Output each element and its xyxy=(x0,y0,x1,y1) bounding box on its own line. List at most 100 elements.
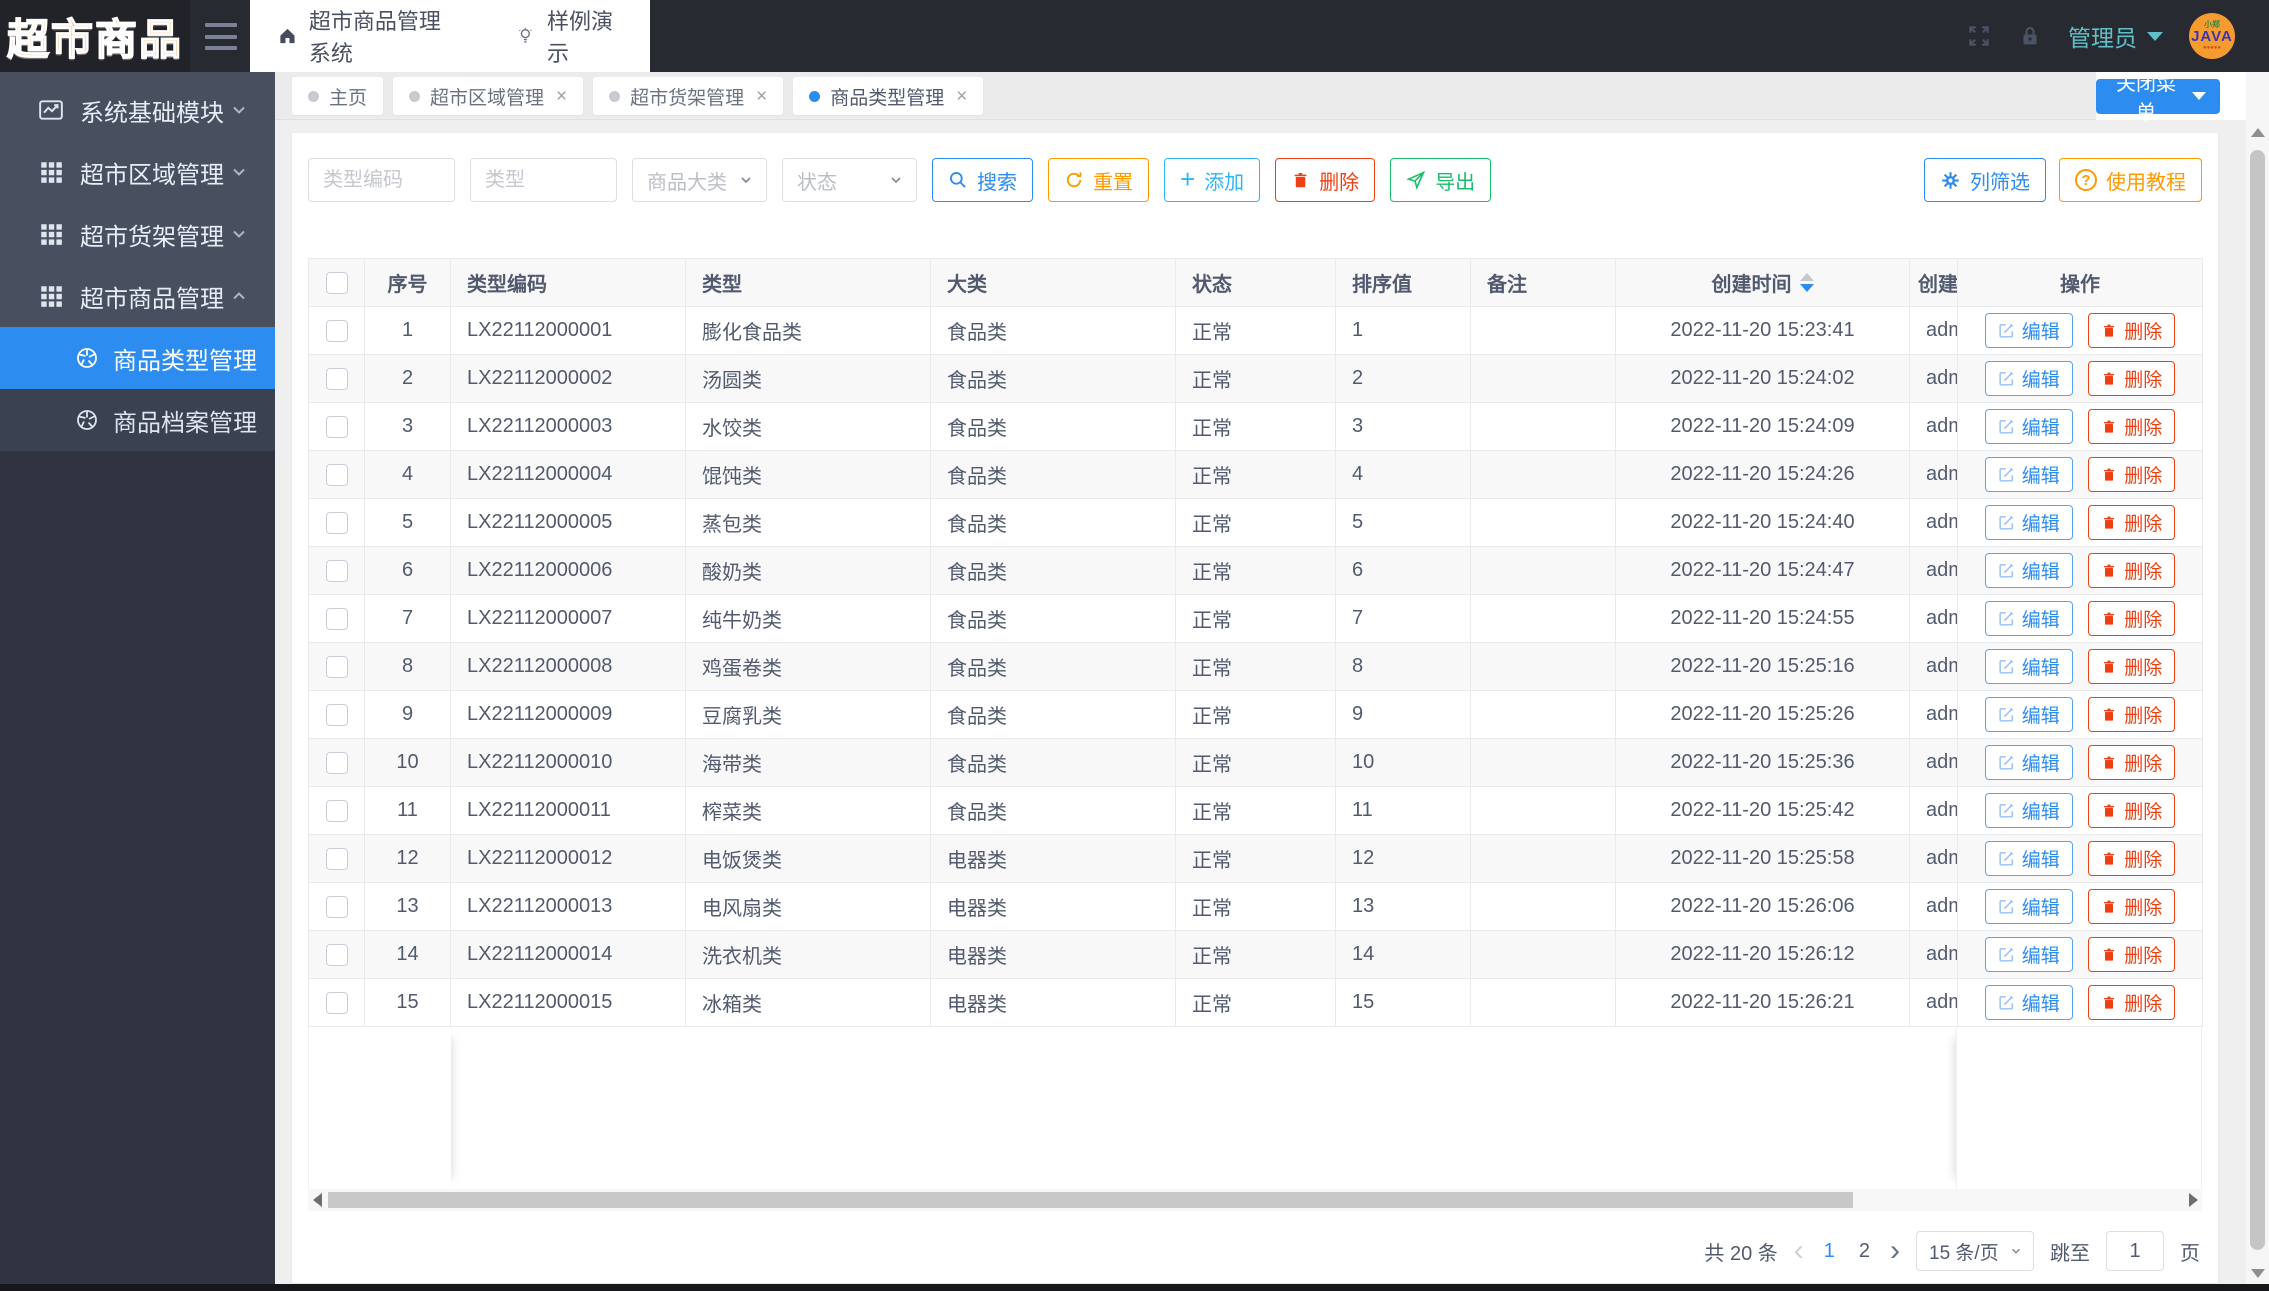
edit-button[interactable]: 编辑 xyxy=(1984,792,2073,828)
row-checkbox[interactable] xyxy=(325,703,348,726)
edit-button[interactable]: 编辑 xyxy=(1984,648,2073,684)
cell-category: 电器类 xyxy=(930,834,1176,883)
column-filter-button[interactable]: 列筛选 xyxy=(1924,158,2046,202)
edit-button[interactable]: 编辑 xyxy=(1984,840,2073,876)
edit-button[interactable]: 编辑 xyxy=(1984,984,2073,1020)
fullscreen-icon[interactable] xyxy=(1966,23,1992,49)
edit-button[interactable]: 编辑 xyxy=(1984,456,2073,492)
lock-icon[interactable] xyxy=(2018,24,2042,48)
delete-row-button[interactable]: 删除 xyxy=(2088,409,2176,445)
type-code-input[interactable] xyxy=(308,158,455,202)
vertical-scrollbar-thumb[interactable] xyxy=(2250,150,2265,1250)
row-checkbox[interactable] xyxy=(325,943,348,966)
tab[interactable]: 主页 × xyxy=(292,77,384,115)
avatar[interactable]: 小郑 JAVA ●●●●● xyxy=(2189,13,2235,59)
delete-row-button[interactable]: 删除 xyxy=(2088,553,2176,589)
delete-row-button[interactable]: 删除 xyxy=(2088,457,2176,493)
cell-created: 2022-11-20 15:23:41 xyxy=(1615,306,1910,355)
delete-row-button[interactable]: 删除 xyxy=(2088,601,2176,637)
sidebar-toggle-button[interactable] xyxy=(205,23,241,50)
row-checkbox[interactable] xyxy=(325,415,348,438)
delete-row-button[interactable]: 删除 xyxy=(2088,745,2176,781)
row-checkbox[interactable] xyxy=(325,751,348,774)
cell-created: 2022-11-20 15:25:36 xyxy=(1615,738,1910,787)
close-icon[interactable]: × xyxy=(956,85,968,107)
delete-row-button[interactable]: 删除 xyxy=(2088,697,2176,733)
category-select[interactable]: 商品大类 xyxy=(632,158,767,202)
edit-button[interactable]: 编辑 xyxy=(1984,696,2073,732)
row-checkbox[interactable] xyxy=(325,511,348,534)
sidebar-item-system-base[interactable]: 系统基础模块 xyxy=(0,79,275,141)
tab[interactable]: 超市区域管理 × xyxy=(393,77,584,115)
delete-row-button[interactable]: 删除 xyxy=(2088,841,2176,877)
edit-button[interactable]: 编辑 xyxy=(1984,744,2073,780)
close-icon[interactable]: × xyxy=(556,85,568,107)
chevron-down-icon xyxy=(2012,1248,2020,1254)
tutorial-button[interactable]: ? 使用教程 xyxy=(2059,158,2202,202)
edit-button[interactable]: 编辑 xyxy=(1984,408,2073,444)
delete-row-button[interactable]: 删除 xyxy=(2088,985,2176,1021)
tab[interactable]: 商品类型管理 × xyxy=(793,77,984,115)
select-all-checkbox[interactable] xyxy=(325,271,348,294)
edit-button[interactable]: 编辑 xyxy=(1984,600,2073,636)
status-select[interactable]: 状态 xyxy=(782,158,917,202)
row-checkbox[interactable] xyxy=(325,367,348,390)
close-menu-button[interactable]: 关闭菜单 xyxy=(2096,73,2220,124)
reset-button[interactable]: 重置 xyxy=(1048,158,1149,202)
horizontal-scrollbar[interactable] xyxy=(308,1189,2202,1211)
edit-button[interactable]: 编辑 xyxy=(1984,552,2073,588)
add-button[interactable]: + 添加 xyxy=(1164,158,1261,202)
scroll-up-arrow-icon[interactable] xyxy=(2246,122,2269,142)
jump-page-input[interactable] xyxy=(2106,1231,2164,1271)
edit-button[interactable]: 编辑 xyxy=(1984,888,2073,924)
delete-row-button[interactable]: 删除 xyxy=(2088,313,2176,349)
row-checkbox[interactable] xyxy=(325,319,348,342)
vertical-scrollbar[interactable] xyxy=(2246,72,2269,1291)
sidebar-item-area-mgmt[interactable]: 超市区域管理 xyxy=(0,141,275,203)
scroll-left-arrow-icon[interactable] xyxy=(308,1189,326,1211)
page-number-2[interactable]: 2 xyxy=(1858,1239,1870,1262)
delete-row-button[interactable]: 删除 xyxy=(2088,361,2176,397)
horizontal-scrollbar-thumb[interactable] xyxy=(328,1192,1853,1208)
prev-page-button[interactable]: ‹ xyxy=(1793,1234,1804,1267)
row-checkbox[interactable] xyxy=(325,895,348,918)
sidebar-item-goods-type[interactable]: 商品类型管理 xyxy=(0,327,275,389)
header-created[interactable]: 创建时间 xyxy=(1615,258,1910,307)
sidebar-item-shelf-mgmt[interactable]: 超市货架管理 xyxy=(0,203,275,265)
sort-icons[interactable] xyxy=(1799,273,1814,292)
user-menu[interactable]: 管理员 xyxy=(2068,19,2163,53)
delete-button[interactable]: 删除 xyxy=(1275,158,1376,202)
type-input[interactable] xyxy=(470,158,617,202)
edit-button[interactable]: 编辑 xyxy=(1984,936,2073,972)
sort-asc-icon[interactable] xyxy=(1799,273,1814,281)
sort-desc-icon[interactable] xyxy=(1799,284,1814,292)
edit-button[interactable]: 编辑 xyxy=(1984,504,2073,540)
row-checkbox[interactable] xyxy=(325,847,348,870)
delete-row-button[interactable]: 删除 xyxy=(2088,649,2176,685)
edit-button[interactable]: 编辑 xyxy=(1984,312,2073,348)
close-icon[interactable]: × xyxy=(756,85,768,107)
delete-row-button[interactable]: 删除 xyxy=(2088,793,2176,829)
delete-row-button[interactable]: 删除 xyxy=(2088,505,2176,541)
tab[interactable]: 超市货架管理 × xyxy=(593,77,784,115)
next-page-button[interactable]: › xyxy=(1890,1234,1900,1267)
delete-row-button[interactable]: 删除 xyxy=(2088,937,2176,973)
scroll-down-arrow-icon[interactable] xyxy=(2246,1263,2269,1283)
row-checkbox[interactable] xyxy=(325,607,348,630)
export-button[interactable]: 导出 xyxy=(1390,158,1492,202)
top-menu-item-system[interactable]: 超市商品管理系统 xyxy=(250,0,488,72)
row-checkbox[interactable] xyxy=(325,991,348,1014)
sidebar-item-goods-mgmt[interactable]: 超市商品管理 xyxy=(0,265,275,327)
row-checkbox[interactable] xyxy=(325,463,348,486)
row-checkbox[interactable] xyxy=(325,799,348,822)
row-checkbox[interactable] xyxy=(325,655,348,678)
row-checkbox[interactable] xyxy=(325,559,348,582)
scroll-right-arrow-icon[interactable] xyxy=(2184,1189,2202,1211)
sidebar-item-goods-archive[interactable]: 商品档案管理 xyxy=(0,389,275,451)
search-button[interactable]: 搜索 xyxy=(932,158,1033,202)
top-menu-item-demo[interactable]: 样例演示 xyxy=(488,0,650,72)
delete-row-button[interactable]: 删除 xyxy=(2088,889,2176,925)
page-size-select[interactable]: 15 条/页 xyxy=(1916,1231,2034,1271)
edit-button[interactable]: 编辑 xyxy=(1984,360,2073,396)
page-number-1[interactable]: 1 xyxy=(1823,1239,1835,1262)
